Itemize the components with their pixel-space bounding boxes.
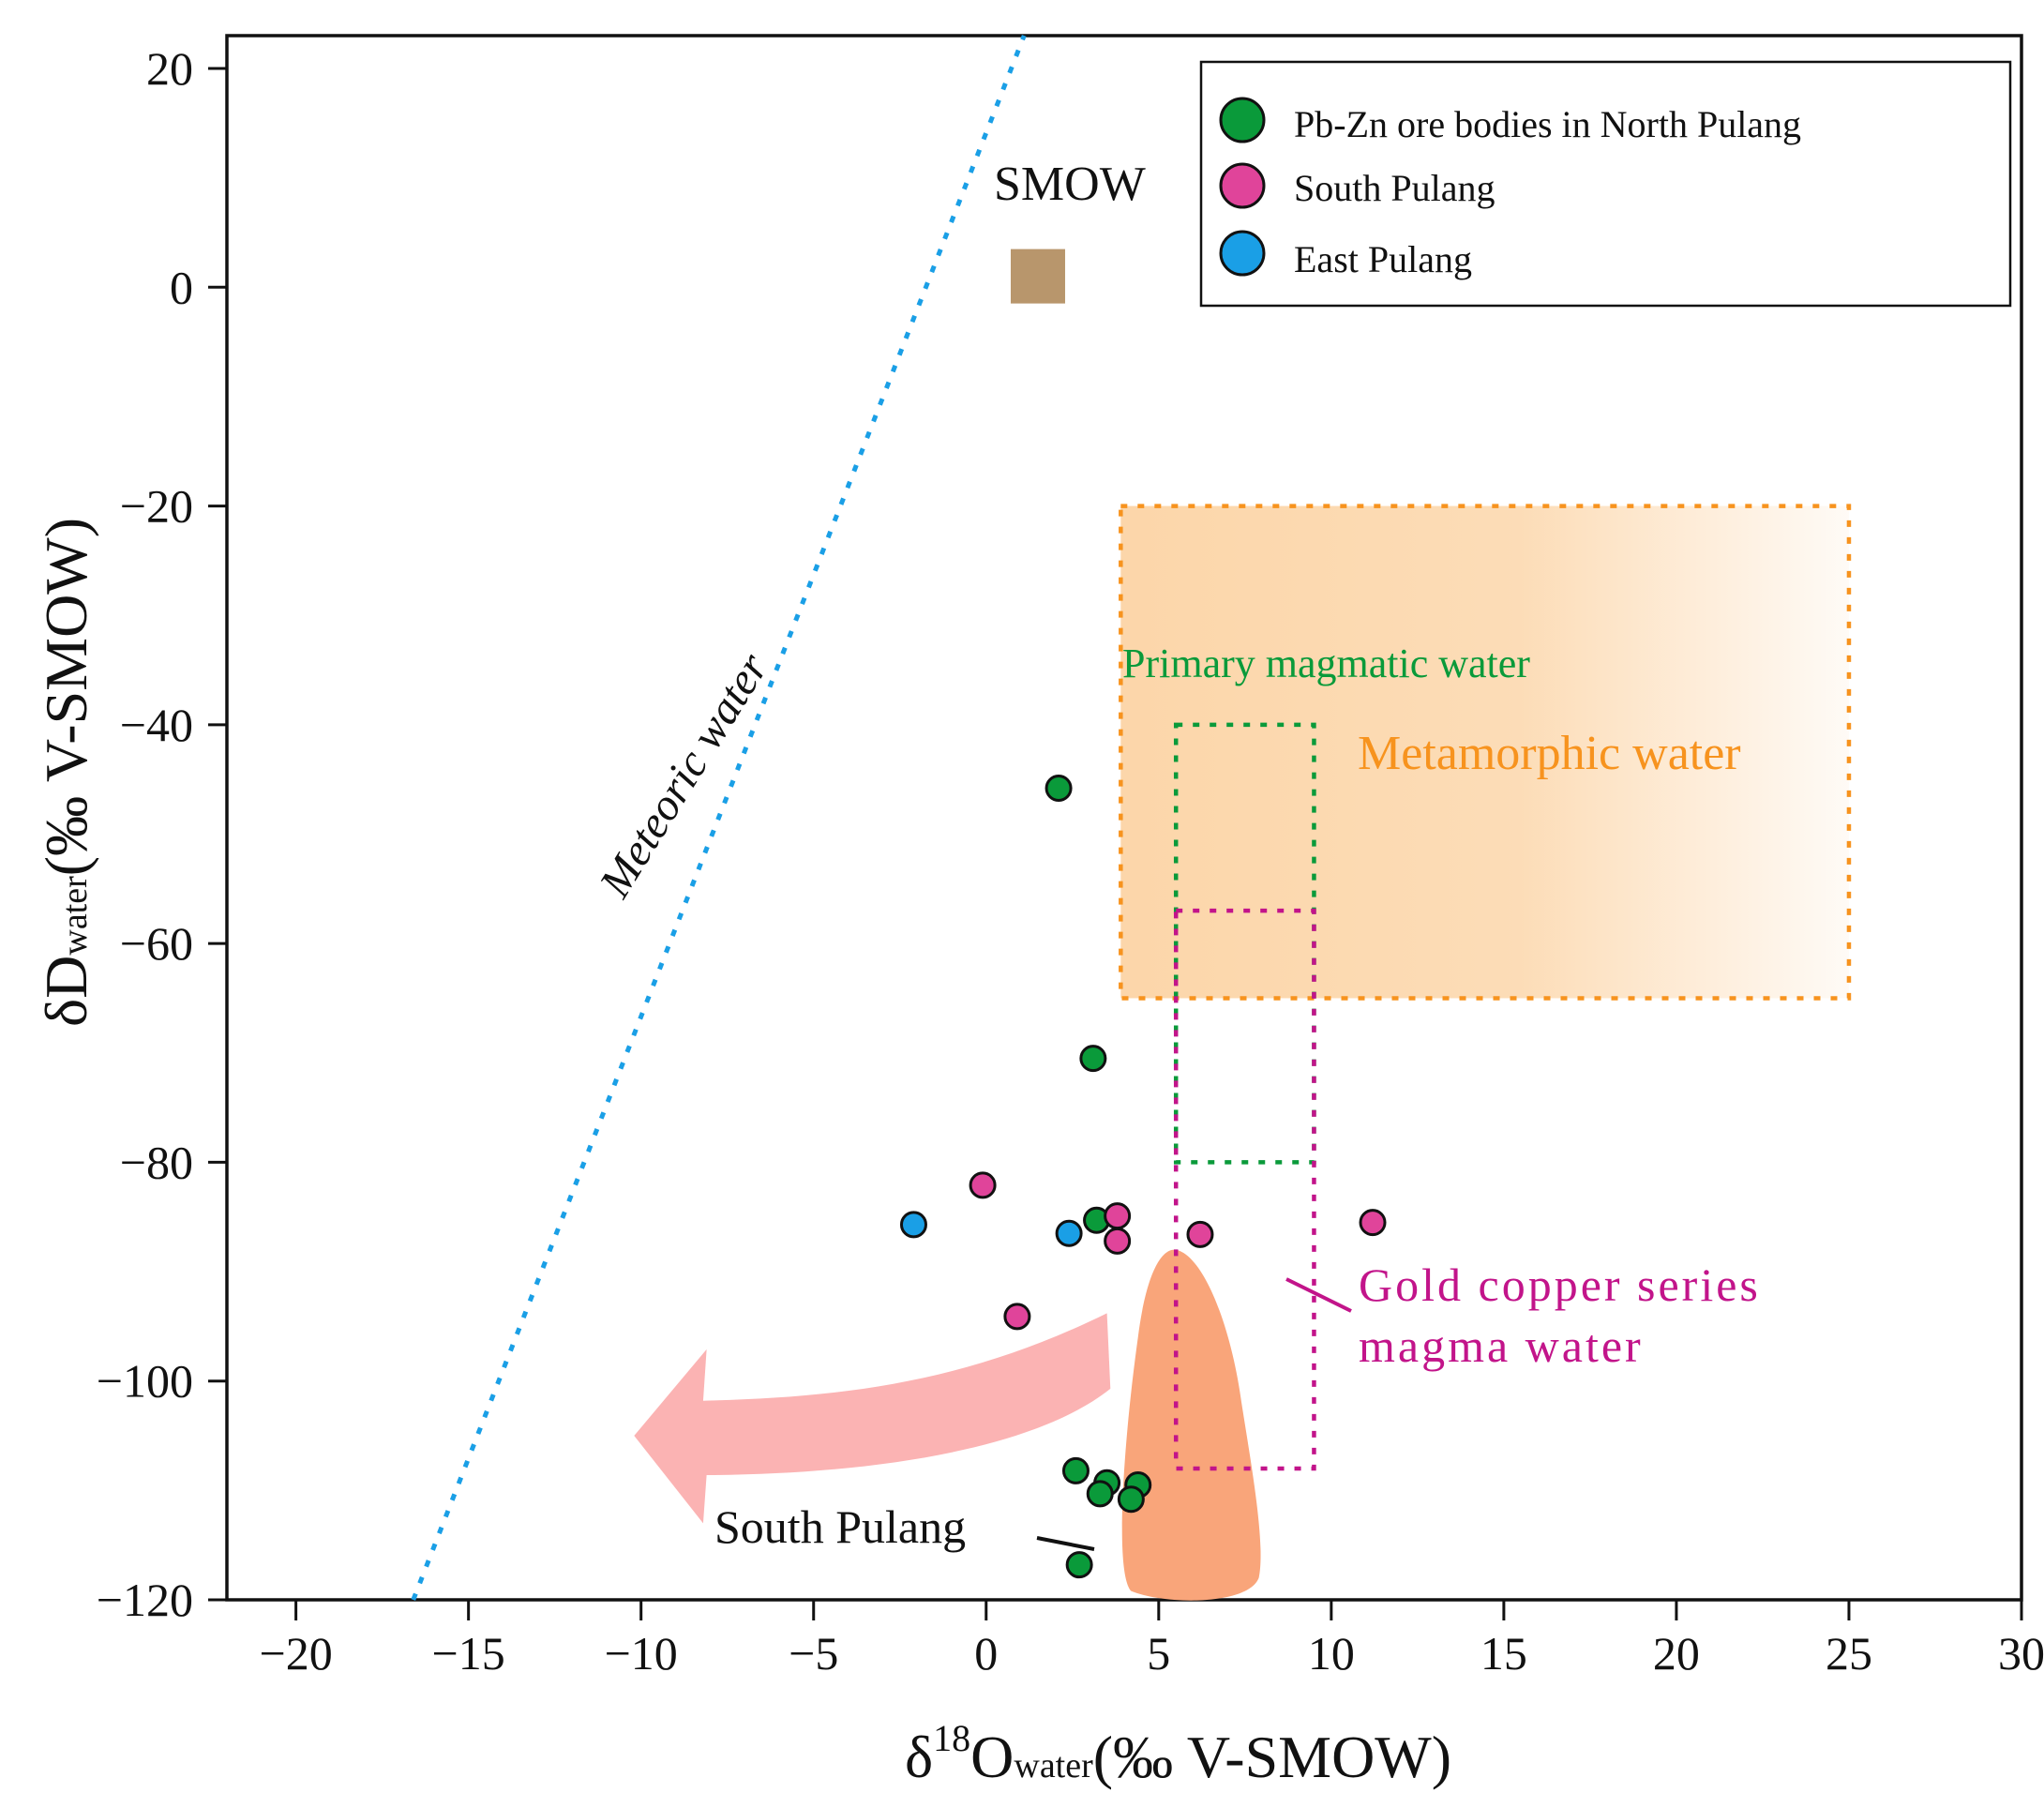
y-tick-label: −60 — [120, 917, 193, 970]
south-pulang-point — [1359, 1209, 1387, 1237]
legend-box — [1199, 60, 2012, 308]
north-pulang-point — [1117, 1485, 1145, 1514]
x-tick-label: −10 — [605, 1627, 678, 1680]
legend: Pb-Zn ore bodies in North Pulang South P… — [1199, 60, 2012, 308]
legend-label-south-pulang: South Pulang — [1294, 167, 1495, 209]
south-pulang-field — [1121, 1249, 1261, 1601]
y-tick-label: 20 — [146, 42, 193, 95]
east-pulang-point — [899, 1211, 927, 1239]
north-pulang-point — [1065, 1551, 1093, 1579]
x-tick-label: −15 — [432, 1627, 505, 1680]
y-tick-label: −80 — [120, 1136, 193, 1188]
south-pulang-field-label: South Pulang — [714, 1500, 966, 1553]
metamorphic-water-border — [1119, 504, 1852, 1001]
south-pulang-point — [969, 1171, 997, 1199]
metamorphic-water-label: Metamorphic water — [1358, 727, 1741, 780]
y-tick-label: −100 — [97, 1355, 193, 1408]
legend-swatch-south-pulang — [1219, 162, 1266, 209]
primary-magmatic-water-label: Primary magmatic water — [1122, 640, 1530, 686]
x-axis-ticks: −20 −15 −10 −5 0 5 10 15 20 25 30 — [260, 1600, 2044, 1680]
x-tick-label: 30 — [1998, 1627, 2044, 1680]
north-pulang-point — [1079, 1045, 1107, 1073]
y-axis-title: δDwater(‰ V-SMOW) — [33, 518, 99, 1027]
gold-copper-leader-line — [1285, 1277, 1352, 1313]
north-pulang-point — [1086, 1480, 1114, 1508]
smow-marker — [1010, 249, 1065, 304]
gold-copper-series-region — [1173, 908, 1316, 1471]
south-pulang-point — [1186, 1220, 1214, 1248]
x-tick-label: 25 — [1826, 1627, 1872, 1680]
y-tick-label: 0 — [170, 261, 193, 313]
meteoric-water-line — [411, 35, 1027, 1601]
x-tick-label: 5 — [1147, 1627, 1170, 1680]
south-pulang-point — [1003, 1303, 1031, 1331]
data-points — [899, 775, 1387, 1579]
x-tick-label: 0 — [974, 1627, 998, 1680]
legend-swatch-east-pulang — [1219, 230, 1266, 277]
north-pulang-point — [1061, 1456, 1090, 1484]
south-pulang-point — [1104, 1227, 1132, 1255]
x-axis-title: δ18Owater(‰ V-SMOW) — [905, 1717, 1451, 1790]
x-tick-label: 20 — [1653, 1627, 1700, 1680]
east-pulang-point — [1055, 1219, 1083, 1247]
gold-copper-label-line-1: Gold copper series — [1359, 1258, 1761, 1311]
gold-copper-label-line-2: magma water — [1359, 1319, 1644, 1372]
y-axis-ticks: −120 −100 −80 −60 −40 −20 0 20 — [97, 42, 227, 1626]
south-pulang-leader-line — [1036, 1536, 1095, 1551]
metamorphic-water-region — [1120, 505, 1849, 999]
trend-arrow — [634, 1313, 1111, 1524]
legend-label-north-pulang: Pb-Zn ore bodies in North Pulang — [1294, 103, 1801, 145]
legend-label-east-pulang: East Pulang — [1294, 238, 1472, 280]
y-tick-label: −120 — [97, 1574, 193, 1626]
legend-swatch-north-pulang — [1219, 97, 1266, 143]
y-tick-label: −40 — [120, 699, 193, 751]
y-tick-label: −20 — [120, 480, 193, 533]
x-tick-label: 10 — [1308, 1627, 1355, 1680]
x-tick-label: −20 — [260, 1627, 333, 1680]
x-tick-label: −5 — [789, 1627, 838, 1680]
south-pulang-point — [1104, 1202, 1132, 1230]
x-tick-label: 15 — [1480, 1627, 1527, 1680]
north-pulang-point — [1045, 775, 1073, 803]
smow-label: SMOW — [994, 158, 1146, 211]
